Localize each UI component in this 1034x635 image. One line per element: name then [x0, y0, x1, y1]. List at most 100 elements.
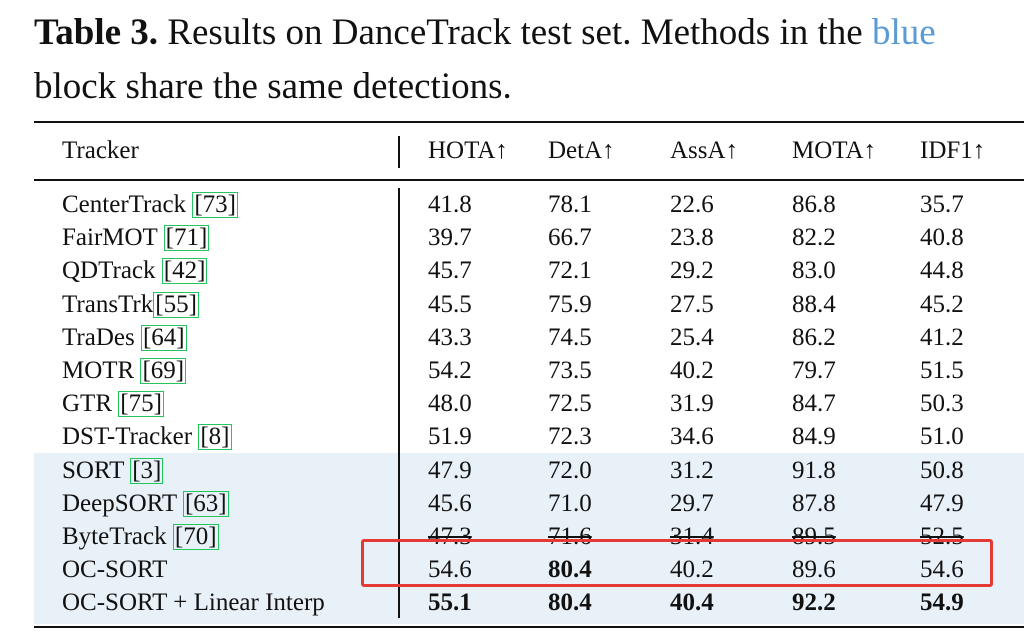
- metric-value: 80.4: [548, 589, 592, 617]
- metric-value: 74.5: [548, 323, 592, 351]
- metric-value: 47.9: [428, 456, 472, 484]
- metric-value: 72.0: [548, 456, 592, 484]
- table-row: ByteTrack [70] 47.3 71.6 31.4 89.5 52.5: [0, 520, 1034, 553]
- header-deta: DetA↑: [548, 137, 615, 164]
- citation-link[interactable]: [69]: [140, 357, 187, 384]
- bottom-rule: [34, 626, 1024, 628]
- tracker-label: SORT: [62, 456, 131, 484]
- metric-value: 91.8: [792, 456, 836, 484]
- metric-value: 54.6: [920, 556, 964, 584]
- metric-value: 80.4: [548, 556, 592, 584]
- metric-value: 54.9: [920, 589, 964, 617]
- table-row: SORT [3] 47.9 72.0 31.2 91.8 50.8: [0, 454, 1034, 487]
- header-hota: HOTA↑: [428, 137, 508, 164]
- table-row: TraDes [64] 43.3 74.5 25.4 86.2 41.2: [0, 321, 1034, 354]
- tracker-label: TransTrk: [62, 290, 154, 318]
- metric-value: 51.0: [920, 423, 964, 451]
- table-row: FairMOT [71] 39.7 66.7 23.8 82.2 40.8: [0, 221, 1034, 254]
- tracker-label: TraDes: [62, 323, 141, 351]
- metric-value: 89.6: [792, 556, 836, 584]
- tracker-name: QDTrack [42]: [62, 254, 208, 287]
- table-row: CenterTrack [73] 41.8 78.1 22.6 86.8 35.7: [0, 188, 1034, 221]
- tracker-label: ByteTrack: [62, 523, 173, 550]
- metric-value: 39.7: [428, 224, 472, 252]
- metric-value: 45.6: [428, 489, 472, 517]
- metric-value: 45.5: [428, 290, 472, 318]
- metric-value: 50.8: [920, 456, 964, 484]
- citation-link[interactable]: [75]: [118, 390, 164, 418]
- metric-value: 82.2: [792, 224, 836, 252]
- metric-value: 41.2: [920, 323, 964, 351]
- tracker-name: FairMOT [71]: [62, 221, 210, 254]
- metric-value: 92.2: [792, 589, 836, 617]
- metric-value: 34.6: [670, 423, 714, 451]
- tracker-label: MOTR: [62, 357, 141, 384]
- metric-value: 66.7: [548, 224, 592, 252]
- caption-blue-word: blue: [871, 12, 936, 53]
- citation-link[interactable]: [70]: [172, 523, 219, 550]
- metric-value: 48.0: [428, 390, 472, 418]
- metric-value: 45.2: [920, 290, 964, 318]
- metric-value: 84.9: [792, 423, 836, 451]
- tracker-label: GTR: [62, 390, 119, 418]
- header-column-divider: [398, 136, 400, 168]
- table-header: Tracker HOTA↑ DetA↑ AssA↑ MOTA↑ IDF1↑: [0, 134, 1034, 167]
- metric-value: 78.1: [548, 191, 592, 218]
- citation-link[interactable]: [63]: [182, 489, 229, 517]
- citation-link[interactable]: [8]: [198, 423, 232, 451]
- metric-value: 73.5: [548, 357, 592, 384]
- citation-link[interactable]: [55]: [153, 290, 199, 318]
- metric-value: 22.6: [670, 191, 714, 218]
- metric-value: 52.5: [920, 523, 964, 550]
- table-row: DST-Tracker [8] 51.9 72.3 34.6 84.9 51.0: [0, 420, 1034, 453]
- tracker-label: DST-Tracker: [62, 423, 199, 451]
- metric-value: 83.0: [792, 257, 836, 285]
- metric-value: 50.3: [920, 390, 964, 418]
- tracker-label: QDTrack: [62, 257, 162, 285]
- tracker-name: ByteTrack [70]: [62, 520, 219, 553]
- tracker-label: OC-SORT: [62, 556, 168, 584]
- metric-value: 47.3: [428, 523, 472, 550]
- metric-value: 44.8: [920, 257, 964, 285]
- tracker-name: GTR [75]: [62, 387, 164, 420]
- tracker-name: DST-Tracker [8]: [62, 420, 232, 453]
- metric-value: 88.4: [792, 290, 836, 318]
- body-column-divider: [398, 188, 400, 618]
- metric-value: 25.4: [670, 323, 714, 351]
- metric-value: 40.2: [670, 556, 714, 584]
- metric-value: 71.6: [548, 523, 592, 550]
- table-row: QDTrack [42] 45.7 72.1 29.2 83.0 44.8: [0, 254, 1034, 287]
- table-row: MOTR [69] 54.2 73.5 40.2 79.7 51.5: [0, 354, 1034, 387]
- header-assa: AssA↑: [670, 137, 739, 164]
- metric-value: 27.5: [670, 290, 714, 318]
- metric-value: 54.2: [428, 357, 472, 384]
- table-row: OC-SORT + Linear Interp 55.1 80.4 40.4 92.2 5…: [0, 586, 1034, 619]
- metric-value: 72.5: [548, 390, 592, 418]
- metric-value: 35.7: [920, 191, 964, 218]
- table-row: OC-SORT 54.6 80.4 40.2 89.6 54.6: [0, 553, 1034, 586]
- tracker-name: SORT [3]: [62, 454, 164, 487]
- citation-link[interactable]: [73]: [192, 191, 238, 218]
- citation-link[interactable]: [71]: [163, 224, 210, 252]
- citation-link[interactable]: [42]: [161, 257, 208, 285]
- table-caption: Table 3. Results on DanceTrack test set.…: [34, 6, 1024, 114]
- shared-detections-block: [34, 453, 1024, 624]
- metric-value: 51.5: [920, 357, 964, 384]
- tracker-label: OC-SORT + Linear Interp: [62, 589, 325, 617]
- metric-value: 71.0: [548, 489, 592, 517]
- header-mota: MOTA↑: [792, 137, 877, 164]
- metric-value: 45.7: [428, 257, 472, 285]
- metric-value: 84.7: [792, 390, 836, 418]
- metric-value: 29.7: [670, 489, 714, 517]
- tracker-name: OC-SORT: [62, 553, 167, 586]
- metric-value: 54.6: [428, 556, 472, 584]
- citation-link[interactable]: [64]: [140, 323, 187, 351]
- caption-text: Results on DanceTrack test set. Methods …: [167, 12, 863, 53]
- citation-link[interactable]: [3]: [130, 456, 164, 484]
- tracker-label: CenterTrack: [62, 191, 193, 218]
- metric-value: 72.3: [548, 423, 592, 451]
- metric-value: 75.9: [548, 290, 592, 318]
- metric-value: 29.2: [670, 257, 714, 285]
- tracker-name: OC-SORT + Linear Interp: [62, 586, 325, 619]
- tracker-name: TransTrk[55]: [62, 288, 199, 321]
